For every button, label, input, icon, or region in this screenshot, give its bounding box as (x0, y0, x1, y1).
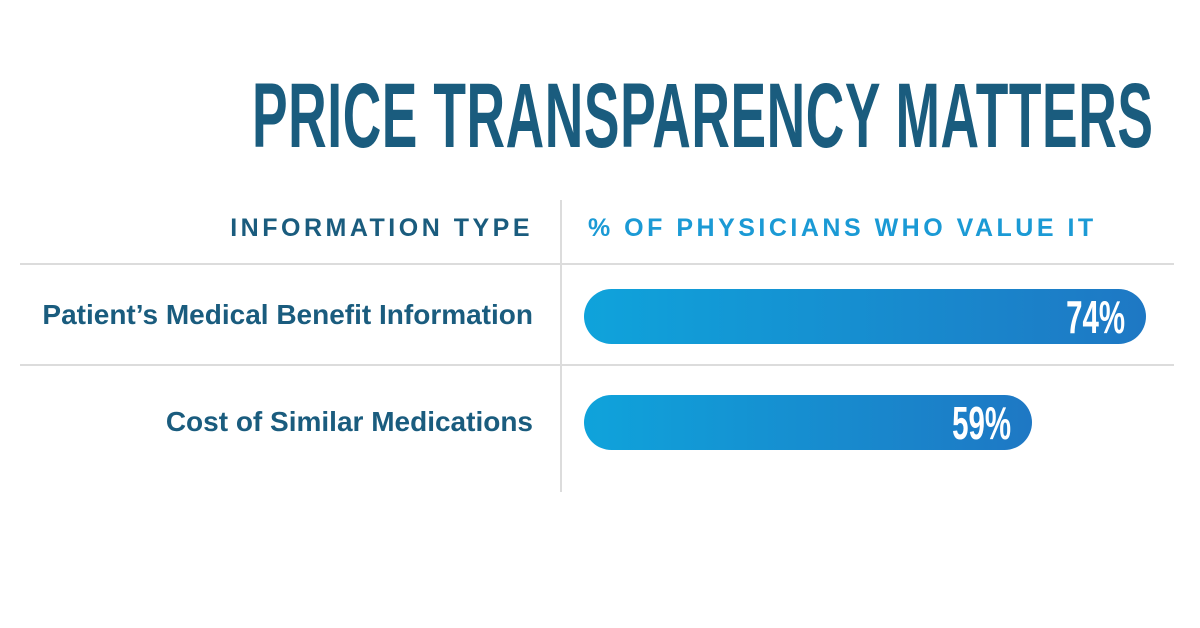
page-title: PRICE TRANSPARENCY MATTERS (252, 65, 1154, 167)
row-label-cost-of-similar-medications: Cost of Similar Medications (165, 406, 533, 437)
bar-patients-medical-benefit-information: 74% (584, 289, 1146, 344)
bar-value-label: 59% (952, 396, 1011, 449)
bar-value-label: 74% (1066, 290, 1125, 343)
row-divider-line (20, 364, 1174, 366)
column-header-percent-of-physicians: % OF PHYSICIANS WHO VALUE IT (588, 214, 1097, 242)
column-header-information-type: INFORMATION TYPE (230, 214, 533, 242)
row-label-patients-medical-benefit-information: Patient’s Medical Benefit Information (42, 299, 533, 330)
header-row-divider-line (20, 263, 1174, 265)
column-divider-line (560, 200, 562, 492)
bar-cost-of-similar-medications: 59% (584, 395, 1032, 450)
